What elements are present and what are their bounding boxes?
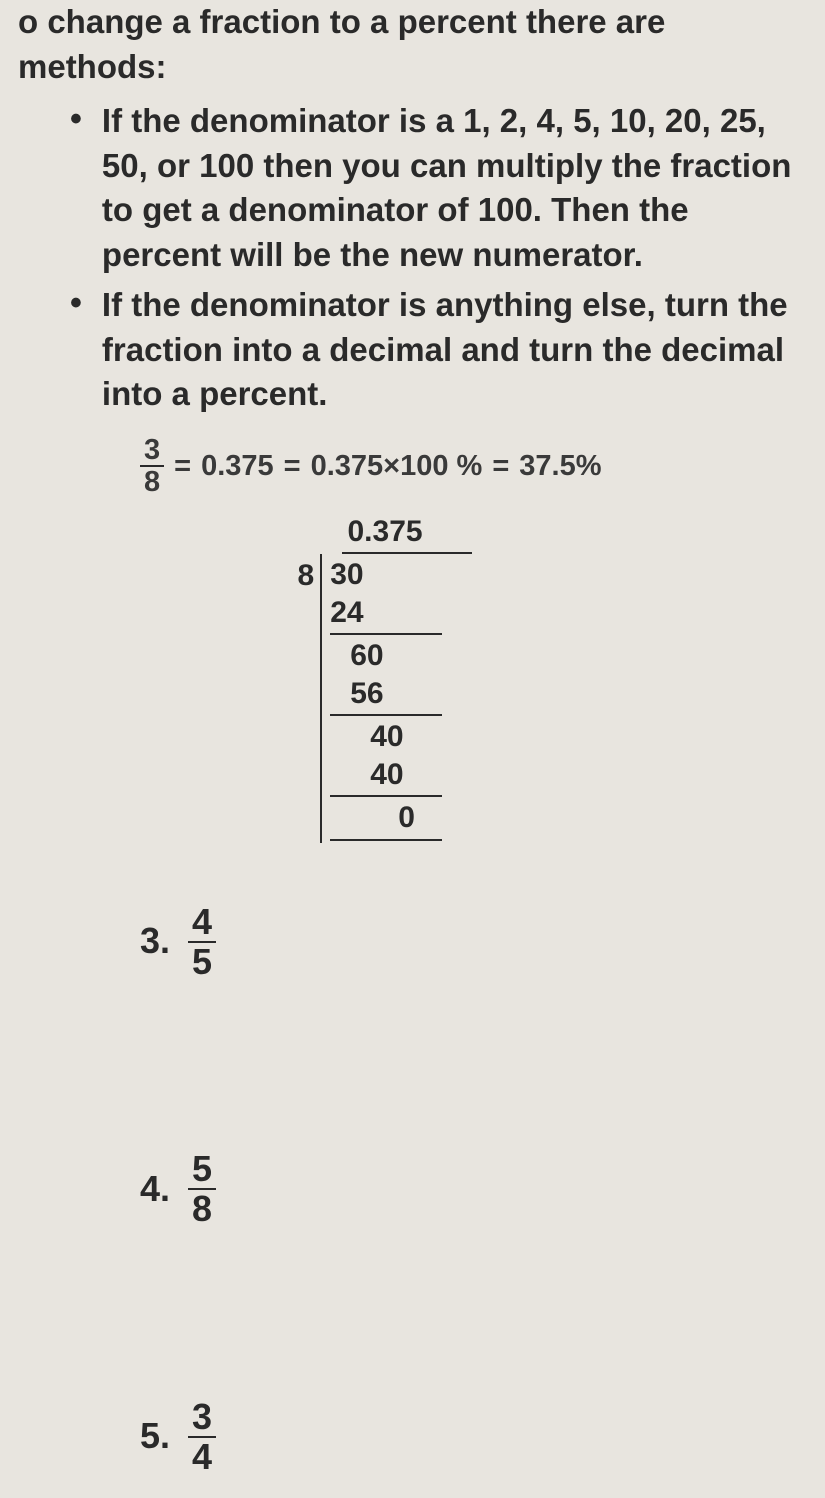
- problem-item: 4. 5 8: [140, 1150, 795, 1228]
- fraction-numerator: 5: [188, 1150, 216, 1188]
- multiply-expression: 0.375×100 %: [311, 447, 483, 486]
- fraction-denominator: 4: [188, 1438, 216, 1476]
- division-row: 40: [330, 756, 442, 798]
- bullet-dot-icon: •: [70, 283, 82, 417]
- fraction: 5 8: [188, 1150, 216, 1228]
- intro-line2: methods:: [18, 48, 167, 85]
- division-row: 40: [330, 718, 442, 756]
- equals-sign: =: [284, 447, 301, 486]
- intro-line1: o change a fraction to a percent there a…: [18, 3, 665, 40]
- fraction: 3 8: [140, 435, 164, 498]
- problem-list: 3. 4 5 4. 5 8 5. 3 4: [140, 903, 795, 1476]
- division-body: 8 30 24 60 56 40 40 0: [298, 554, 508, 843]
- fraction: 3 4: [188, 1398, 216, 1476]
- division-row: 24: [330, 594, 442, 636]
- division-row: 30: [330, 556, 442, 594]
- fraction-denominator: 5: [188, 943, 216, 981]
- equals-sign: =: [492, 447, 509, 486]
- bullet-text: If the denominator is anything else, tur…: [102, 283, 795, 417]
- bullet-list: • If the denominator is a 1, 2, 4, 5, 10…: [70, 99, 795, 417]
- fraction-numerator: 3: [188, 1398, 216, 1436]
- division-row: 56: [330, 675, 442, 717]
- fraction-numerator: 4: [188, 903, 216, 941]
- fraction-numerator: 3: [140, 435, 164, 465]
- problem-number: 3.: [140, 917, 170, 966]
- quotient: 0.375: [342, 512, 472, 555]
- division-row: 0: [330, 799, 442, 841]
- problem-number: 5.: [140, 1412, 170, 1461]
- bullet-dot-icon: •: [70, 99, 82, 277]
- problem-item: 5. 3 4: [140, 1398, 795, 1476]
- percent-result: 37.5%: [519, 447, 601, 486]
- division-row: 60: [330, 637, 442, 675]
- problem-item: 3. 4 5: [140, 903, 795, 981]
- decimal-value: 0.375: [201, 447, 274, 486]
- problem-number: 4.: [140, 1165, 170, 1214]
- intro-text: o change a fraction to a percent there a…: [18, 0, 795, 89]
- fraction: 4 5: [188, 903, 216, 981]
- bullet-text: If the denominator is a 1, 2, 4, 5, 10, …: [102, 99, 795, 277]
- bullet-item: • If the denominator is a 1, 2, 4, 5, 10…: [70, 99, 795, 277]
- equals-sign: =: [174, 447, 191, 486]
- divisor: 8: [298, 554, 321, 843]
- fraction-denominator: 8: [188, 1190, 216, 1228]
- division-work: 30 24 60 56 40 40 0: [320, 554, 450, 843]
- long-division: 0.375 8 30 24 60 56 40 40 0: [298, 512, 508, 843]
- bullet-item: • If the denominator is anything else, t…: [70, 283, 795, 417]
- fraction-denominator: 8: [140, 467, 164, 497]
- example-equation: 3 8 = 0.375 = 0.375×100 % = 37.5%: [140, 435, 795, 498]
